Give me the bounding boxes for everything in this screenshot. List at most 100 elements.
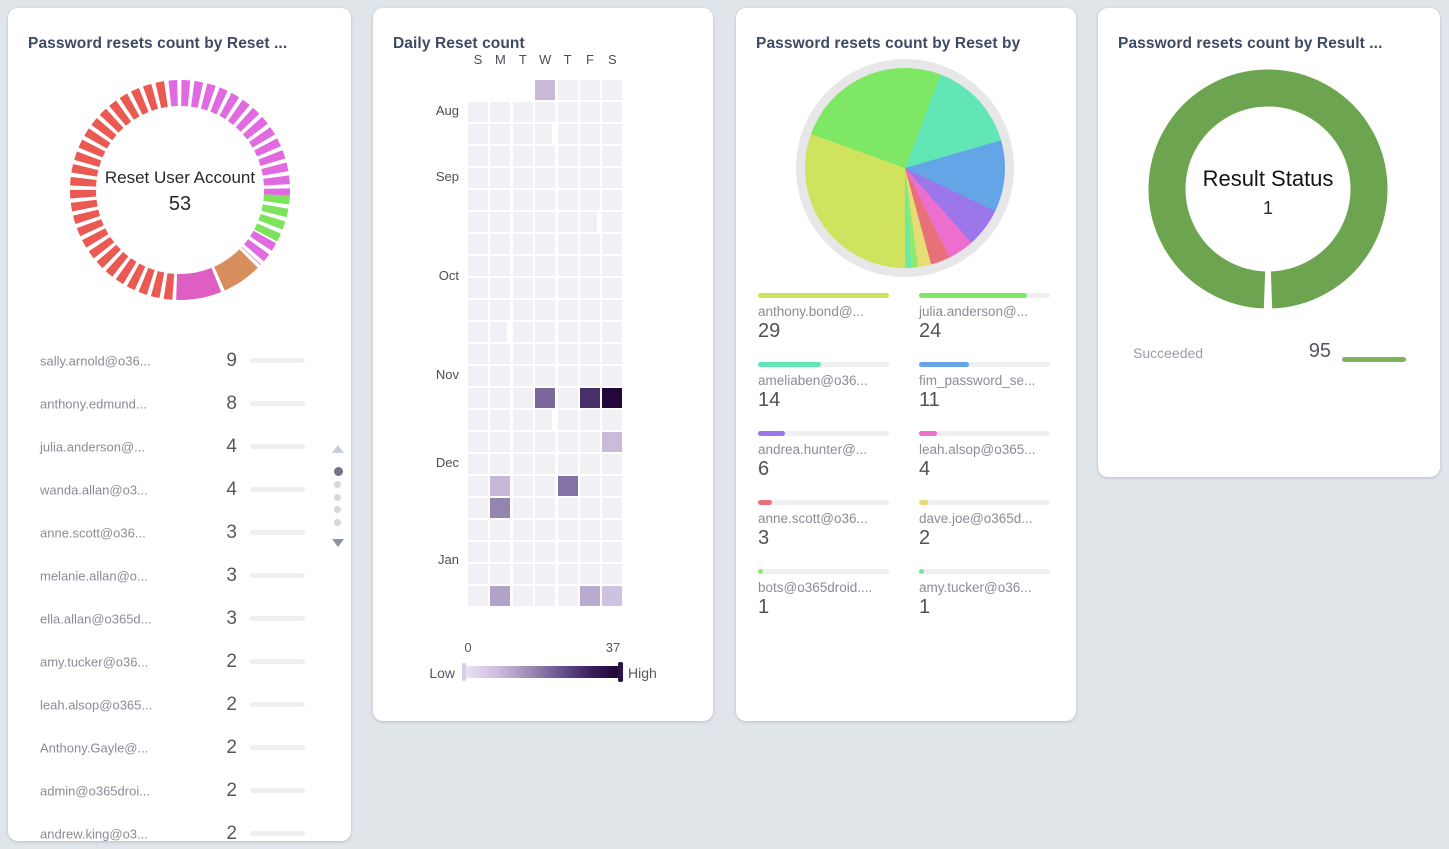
- card-password-resets-by-reset-user-account: Password resets count by Reset ... Reset…: [8, 8, 351, 841]
- heatmap-day-cell: [512, 278, 533, 298]
- heatmap-day-cell: [557, 234, 578, 254]
- heatmap-day-cell: [602, 542, 623, 562]
- legend-bar-fill: [919, 293, 1028, 298]
- donut-ring-segment: [253, 193, 290, 244]
- count-bar-track: [250, 616, 305, 621]
- card-title: Password resets count by Reset ...: [28, 34, 288, 52]
- legend-bar-track: [758, 569, 889, 574]
- heatmap-day-cell: [512, 476, 533, 496]
- heatmap-day-cell: [468, 322, 488, 342]
- reset-user-row[interactable]: julia.anderson@... 4: [8, 425, 351, 468]
- reset-user-row[interactable]: leah.alsop@o365... 2: [8, 683, 351, 726]
- legend-bar-fill: [758, 431, 786, 436]
- heatmap-day-cell: [468, 410, 488, 430]
- heatmap-day-cell: [468, 124, 488, 144]
- heatmap-day-cell: [490, 234, 511, 254]
- legend-item[interactable]: andrea.hunter@... 6: [758, 431, 889, 480]
- legend-item[interactable]: anthony.bond@... 29: [758, 293, 889, 342]
- reset-user-row[interactable]: anthony.edmund... 8: [8, 382, 351, 425]
- heatmap-day-cell: [602, 212, 623, 232]
- reset-user-row[interactable]: amy.tucker@o36... 2: [8, 640, 351, 683]
- pager-down-icon[interactable]: [332, 539, 344, 547]
- heatmap-day-cell: [580, 102, 600, 122]
- card-title: Password resets count by Result ...: [1118, 34, 1383, 52]
- legend-value: 6: [758, 457, 770, 480]
- reset-user-row[interactable]: anne.scott@o36... 3: [8, 511, 351, 554]
- heatmap-day-cell: [557, 344, 578, 364]
- pager-dot[interactable]: [333, 506, 341, 513]
- heatmap-day-cell: [512, 586, 533, 606]
- heatmap-day-cell: [535, 410, 553, 430]
- donut-center-text: Reset User Account 53: [80, 168, 280, 216]
- scale-handle-right[interactable]: [618, 662, 623, 682]
- heatmap-day-cell: [602, 168, 623, 188]
- donut-ring-segment: [70, 81, 175, 300]
- heatmap-day-cell: [602, 300, 623, 320]
- legend-item[interactable]: julia.anderson@... 24: [919, 293, 1050, 342]
- legend-item[interactable]: fim_password_se... 11: [919, 362, 1050, 411]
- calendar-heatmap: [468, 80, 628, 610]
- heatmap-day-cell: [490, 564, 511, 584]
- user-name: wanda.allan@o3...: [40, 482, 148, 497]
- heatmap-day-cell: [512, 344, 533, 364]
- heatmap-day-cell: [557, 388, 578, 408]
- scale-gradient-bar: [466, 666, 618, 678]
- count-bar-track: [250, 573, 305, 578]
- heatmap-day-cell: [468, 542, 488, 562]
- heatmap-day-cell: [557, 168, 578, 188]
- result-legend-bar: [1342, 357, 1406, 362]
- count-bar-track: [250, 444, 305, 449]
- pager-up-icon[interactable]: [332, 445, 344, 453]
- heatmap-day-cell: [490, 432, 511, 452]
- user-name: anthony.edmund...: [40, 396, 147, 411]
- legend-item[interactable]: dave.joe@o365d... 2: [919, 500, 1050, 549]
- pager-dot[interactable]: [333, 493, 341, 501]
- heatmap-day-cell: [490, 168, 511, 188]
- legend-item[interactable]: bots@o365droid.... 1: [758, 569, 889, 618]
- reset-user-row[interactable]: ella.allan@o365d... 3: [8, 597, 351, 640]
- reset-user-row[interactable]: andrew.king@o3... 2: [8, 812, 351, 841]
- legend-bar-fill: [919, 500, 929, 505]
- heatmap-day-cell: [602, 410, 623, 430]
- count-bar-track: [250, 745, 305, 750]
- heatmap-day-cell: [468, 190, 488, 210]
- count-bar-track: [250, 702, 305, 707]
- heatmap-day-cell: [490, 256, 511, 276]
- heatmap-day-cell: [535, 124, 553, 144]
- pager-dot[interactable]: [333, 518, 341, 526]
- heatmap-day-cell: [490, 388, 511, 408]
- heatmap-day-cell: [557, 410, 578, 430]
- heatmap-day-cell: [468, 102, 488, 122]
- heatmap-day-cell: [580, 564, 600, 584]
- heatmap-day-cell: [580, 344, 600, 364]
- scale-handle-left[interactable]: [462, 663, 466, 681]
- legend-item[interactable]: leah.alsop@o365... 4: [919, 431, 1050, 480]
- user-name: sally.arnold@o36...: [40, 353, 151, 368]
- count-bar-track: [250, 788, 305, 793]
- legend-bar-fill: [919, 569, 924, 574]
- pager-dot[interactable]: [333, 466, 343, 476]
- legend-bar-track: [758, 431, 889, 436]
- heatmap-day-cell: [512, 388, 533, 408]
- legend-item[interactable]: amy.tucker@o36... 1: [919, 569, 1050, 618]
- reset-user-row[interactable]: Anthony.Gayle@... 2: [8, 726, 351, 769]
- reset-user-row[interactable]: melanie.allan@o... 3: [8, 554, 351, 597]
- heatmap-day-cell: [468, 234, 488, 254]
- legend-item[interactable]: anne.scott@o36... 3: [758, 500, 889, 549]
- pager-dot[interactable]: [333, 481, 341, 488]
- heatmap-day-cell: [512, 542, 533, 562]
- heatmap-day-cell: [602, 256, 623, 276]
- reset-user-row[interactable]: sally.arnold@o36... 9: [8, 339, 351, 382]
- donut-center-label: Result Status: [1202, 166, 1334, 191]
- heatmap-day-cell: [557, 366, 578, 386]
- reset-user-row[interactable]: admin@o365droi... 2: [8, 769, 351, 812]
- reset-user-row[interactable]: wanda.allan@o3... 4: [8, 468, 351, 511]
- legend-item[interactable]: ameliaben@o36... 14: [758, 362, 889, 411]
- legend-name: amy.tucker@o36...: [919, 579, 1032, 595]
- legend-bar-track: [919, 293, 1050, 298]
- heatmap-day-cell: [468, 212, 488, 232]
- heatmap-day-cell: [468, 454, 488, 474]
- legend-bar-track: [758, 500, 889, 505]
- heatmap-day-cell: [557, 586, 578, 606]
- heatmap-day-cell: [490, 366, 511, 386]
